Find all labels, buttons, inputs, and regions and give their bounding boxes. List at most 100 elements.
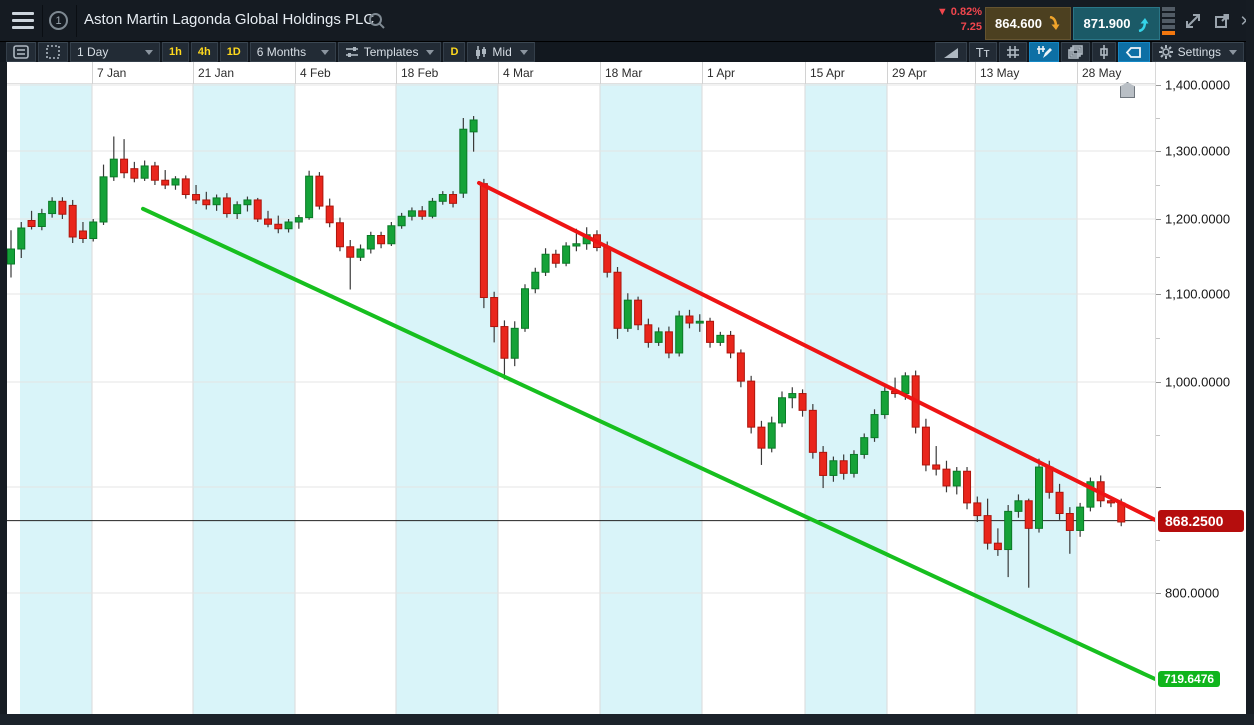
period-dropdown[interactable]: 1 Day: [70, 42, 160, 62]
candle-body-down: [1024, 500, 1033, 529]
date-label: 18 Feb: [401, 66, 439, 80]
down-triangle-icon: ▼: [936, 6, 948, 18]
week-band: [975, 84, 1077, 714]
grid-toggle-button[interactable]: [998, 42, 1027, 62]
text-tool-button[interactable]: Tᴛ: [968, 42, 997, 62]
candle-body-down: [78, 230, 87, 239]
timeframe-4h-button[interactable]: 4h: [190, 42, 218, 62]
candle-body-up: [284, 221, 293, 230]
candle-body-down: [942, 468, 951, 487]
axis-minor-tick: [1156, 540, 1160, 541]
date-tick: [975, 62, 976, 84]
scroll-to-latest-marker[interactable]: [1120, 82, 1135, 98]
candle-body-up: [572, 243, 581, 247]
candle-body-up: [531, 271, 540, 290]
candle-body-down: [161, 179, 170, 186]
market-depth-widget[interactable]: [1162, 7, 1175, 40]
popout-icon[interactable]: [1209, 8, 1235, 34]
candle-body-down: [1065, 513, 1074, 531]
settings-dropdown[interactable]: Settings: [1151, 42, 1244, 62]
hamburger-menu-icon[interactable]: [12, 12, 34, 30]
candle-body-up: [623, 299, 632, 329]
draw-grid-tool-button[interactable]: [1028, 42, 1059, 62]
candle-body-up: [233, 204, 242, 215]
axis-tick: [1156, 219, 1161, 220]
buy-price-button[interactable]: 871.900: [1073, 7, 1160, 40]
date-label: 21 Jan: [198, 66, 235, 80]
week-band: [20, 84, 92, 714]
candle-body-up: [356, 248, 365, 258]
date-tick: [498, 62, 499, 84]
candle-body-up: [654, 331, 663, 343]
date-label: 13 May: [980, 66, 1020, 80]
chart-canvas[interactable]: [7, 84, 1155, 714]
candle-body-down: [253, 199, 262, 220]
candle-body-down: [264, 218, 272, 225]
view-list-button[interactable]: [6, 42, 36, 62]
window-right-edge: [1246, 0, 1254, 725]
axis-tick: [1156, 593, 1161, 594]
candle-body-down: [449, 194, 458, 204]
search-icon[interactable]: [368, 12, 386, 30]
cascade-windows-button[interactable]: [1060, 42, 1090, 62]
candle-body-up: [1086, 481, 1095, 508]
chart-toolbar: 1 Day 1h 4h 1D 6 Months Templates D Mid …: [0, 42, 1254, 62]
expand-icon[interactable]: [1180, 8, 1206, 34]
candle-body-up: [7, 248, 15, 265]
date-tick: [396, 62, 397, 84]
candle-body-down: [808, 409, 817, 453]
order-marker-button[interactable]: [1091, 42, 1116, 62]
range-dropdown[interactable]: 6 Months: [249, 42, 336, 62]
chevron-down-icon: [519, 49, 528, 55]
candle-body-up: [469, 119, 478, 133]
candle-body-up: [1014, 500, 1023, 512]
info-icon[interactable]: 1: [49, 11, 68, 30]
candle-body-down: [798, 393, 807, 411]
candle-body-down: [192, 194, 201, 201]
candle-body-down: [418, 210, 427, 217]
templates-dropdown[interactable]: Templates: [337, 42, 442, 62]
date-tick: [702, 62, 703, 84]
trendline-icon: [943, 48, 958, 58]
window-left-edge: [0, 62, 7, 725]
timeframe-1h-button[interactable]: 1h: [162, 42, 189, 62]
interval-badge-button[interactable]: D: [443, 42, 466, 62]
candle-body-down: [839, 460, 848, 474]
chevron-down-icon: [426, 49, 435, 55]
candle-body-down: [1045, 466, 1054, 493]
date-tick: [92, 62, 93, 84]
week-band: [396, 84, 498, 714]
trendline-tool-button[interactable]: [934, 42, 967, 62]
candle-body-down: [181, 178, 190, 196]
candle-body-down: [603, 247, 612, 273]
date-label: 7 Jan: [97, 66, 127, 80]
candle-body-up: [767, 422, 776, 449]
timeframe-1d-button[interactable]: 1D: [219, 42, 248, 62]
candle-body-up: [89, 221, 98, 239]
candle-body-down: [27, 220, 36, 227]
candle-body-down: [346, 246, 355, 258]
layout-select-button[interactable]: [38, 42, 68, 62]
shape-tool-button[interactable]: [1117, 42, 1150, 62]
candle-body-up: [366, 235, 375, 250]
axis-tick: [1156, 85, 1161, 86]
price-axis[interactable]: 1,400.0000 1,300.0000 1,200.0000 1,100.0000…: [1155, 62, 1246, 714]
date-label: 4 Feb: [300, 66, 331, 80]
axis-price-label: 1,000.0000: [1165, 374, 1231, 390]
candle-body-up: [243, 199, 252, 206]
date-label: 28 May: [1082, 66, 1122, 80]
candle-body-up: [716, 334, 725, 343]
axis-minor-tick: [1156, 434, 1160, 436]
date-tick: [600, 62, 601, 84]
candle-body-down: [819, 451, 828, 476]
channel-bottom-line[interactable]: [141, 206, 1155, 681]
gear-icon: [1158, 45, 1173, 59]
sell-price-button[interactable]: 864.600: [985, 7, 1071, 40]
candle-body-down: [490, 297, 499, 328]
candle-body-up: [778, 397, 786, 424]
price-mode-dropdown[interactable]: Mid: [467, 42, 535, 62]
candlestick-chart[interactable]: [7, 84, 1155, 714]
channel-top-line[interactable]: [477, 180, 1155, 522]
week-band: [193, 84, 295, 714]
instrument-title: Aston Martin Lagonda Global Holdings PLC: [84, 11, 375, 28]
